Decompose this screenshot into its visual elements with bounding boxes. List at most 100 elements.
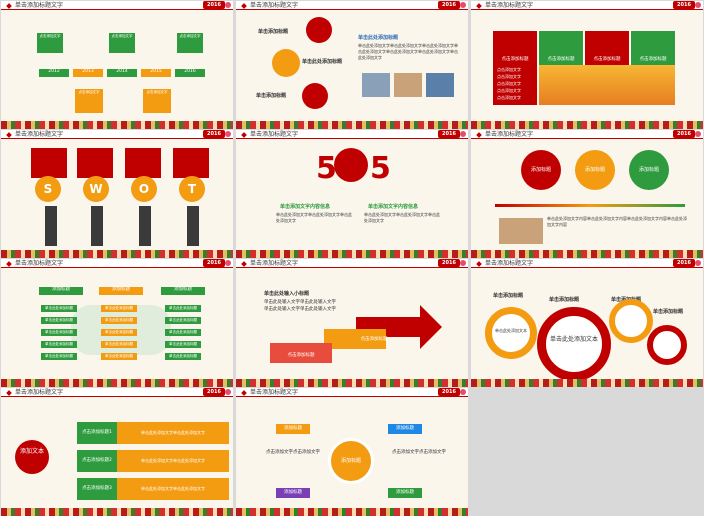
slide-title: 单击添加标题文字 (250, 389, 299, 396)
gear-icon (647, 325, 687, 365)
slide-title: 单击添加标题文字 (485, 2, 534, 9)
photo (394, 73, 422, 97)
circle-label: 添加标题 (575, 150, 615, 190)
slide-title: 单击添加标题文字 (485, 260, 534, 267)
cell: 单击此处添加标题 (41, 341, 77, 348)
slide-4[interactable]: 单击添加标题文字 2016 S W O T (1, 130, 233, 258)
big-number: 5 (316, 151, 337, 186)
body-text: 单击此处添加文字单击此处添加文字单击此处添加文字 (364, 212, 440, 223)
team-label: 点击添加标题 (501, 57, 529, 62)
circle-label: 添加标题 (521, 150, 561, 190)
team-label: 点击添加标题 (593, 57, 621, 62)
slide-title: 单击添加标题文字 (15, 2, 64, 9)
note-box: 点击添加文字 (109, 33, 135, 53)
step-label: 点击添加标题 (287, 353, 315, 358)
year-badge: 2016 (438, 130, 466, 138)
subtitle: 单击此处输入小标题 (264, 291, 310, 297)
photo (499, 218, 543, 244)
team-label: 点击添加标题 (547, 57, 575, 62)
swot-letter: O (131, 176, 157, 202)
cell: 单击此处添加标题 (165, 305, 201, 312)
body-text: 单击此处添加文字内容单击此处添加文字内容单击此处添加文字内容单击此处添加文字内容 (547, 216, 687, 227)
note-box: 点击添加文字 (75, 89, 103, 113)
arrow-line: 单击此处输入文字单击此处输入文字 (264, 300, 336, 305)
gear-icon (609, 299, 653, 343)
slide-3[interactable]: 单击添加标题文字 2016 点击添加标题 点击添加标题 点击添加标题 点击添加标… (471, 1, 703, 129)
note-box: 点击添加文字 (143, 89, 171, 113)
year-badge: 2016 (438, 1, 466, 9)
figure (91, 206, 103, 246)
slide-title: 单击添加标题文字 (250, 131, 299, 138)
list-item-title: 点击添加标题3 (77, 478, 117, 500)
timeline-year: 2015 (141, 69, 171, 77)
figure (139, 206, 151, 246)
team-line: 点击添加文字 (497, 74, 521, 79)
cell: 单击此处添加标题 (165, 353, 201, 360)
slide-title: 单击添加标题文字 (15, 131, 64, 138)
chart-icon (302, 83, 328, 109)
hub-tag: 添加标题 (276, 424, 310, 434)
right-title: 单击添加文字内容信息 (368, 204, 419, 210)
slide-title: 单击添加标题文字 (15, 260, 64, 267)
year-badge: 2016 (203, 259, 231, 267)
team-line: 点击添加文字 (497, 81, 521, 86)
year-badge: 2016 (203, 1, 231, 9)
gear-label: 单击添加标题 (493, 293, 524, 299)
slide-6[interactable]: 单击添加标题文字 2016 添加标题 添加标题 添加标题 单击此处添加文字内容单… (471, 130, 703, 258)
slide-title: 单击添加标题文字 (485, 131, 534, 138)
team-line: 点击添加文字 (497, 67, 521, 72)
left-title: 单击添加文字内容信息 (280, 204, 331, 210)
slide-2[interactable]: 单击添加标题文字 2016 单击添加标题 单击此处添加标题 单击添加标题 单击此… (236, 1, 468, 129)
hub-left-text: 点击添加文字点击添加文字 (266, 450, 320, 455)
gear-label: 单击添加标题 (653, 309, 684, 315)
hub-center: 添加标题 (328, 438, 374, 484)
note-box: 点击添加文字 (37, 33, 63, 53)
list-item-title: 点击添加标题1 (77, 422, 117, 444)
year-badge: 2016 (673, 130, 701, 138)
timeline-year: 2013 (73, 69, 103, 77)
slide-11[interactable]: 单击添加标题文字 2016 添加标题 添加标题 添加标题 添加标题 添加标题 点… (236, 388, 468, 516)
right-title: 单击此处添加标题 (358, 35, 399, 41)
heading: 单击添加标题 (256, 93, 287, 99)
figure (187, 206, 199, 246)
photo (426, 73, 454, 97)
cell: 单击此处添加标题 (41, 305, 77, 312)
slide-title: 单击添加标题文字 (250, 2, 299, 9)
step-label: 点击添加标题 (360, 337, 388, 342)
slide-title: 单击添加标题文字 (250, 260, 299, 267)
timeline-year: 2014 (107, 69, 137, 77)
heading: 单击此处添加标题 (302, 59, 343, 65)
cell: 单击此处添加标题 (41, 353, 77, 360)
body-text: 单击此处添加文字单击此处添加文字单击此处添加文字 (276, 212, 352, 223)
gear-label: 单击添加标题 (549, 297, 580, 303)
column-header: 添加标题 (99, 287, 143, 295)
swot-letter: W (83, 176, 109, 202)
cell: 单击此处添加标题 (101, 305, 137, 312)
slide-5[interactable]: 单击添加标题文字 2016 5 5 单击添加文字内容信息 单击添加文字内容信息 … (236, 130, 468, 258)
slide-8[interactable]: 单击添加标题文字 2016 单击此处输入小标题 单击此处输入文字单击此处输入文字… (236, 259, 468, 387)
hub-tag: 添加标题 (276, 488, 310, 498)
note-box: 点击添加文字 (177, 33, 203, 53)
body-text: 单击此处添加文字单击此处添加文字单击此处添加文字单击此处添加文字单击此处添加文字… (358, 43, 458, 60)
cell: 单击此处添加标题 (101, 353, 137, 360)
team-line: 点击添加文字 (497, 95, 521, 100)
cell: 单击此处添加标题 (101, 341, 137, 348)
year-badge: 2016 (673, 1, 701, 9)
growth-icon (334, 148, 368, 182)
photo (362, 73, 390, 97)
slide-1[interactable]: 单击添加标题文字 2016 点击添加文字 点击添加文字 点击添加文字 2012 … (1, 1, 233, 129)
slide-9[interactable]: 单击添加标题文字 2016 单击添加标题 单击添加标题 单击添加标题 单击添加标… (471, 259, 703, 387)
list-item-desc: 单击此处添加文字单击此处添加文字 (117, 422, 229, 444)
figure (45, 206, 57, 246)
heading: 单击添加标题 (258, 29, 289, 35)
slide-10[interactable]: 单击添加标题文字 2016 添加文本 点击添加标题1 单击此处添加文字单击此处添… (1, 388, 233, 516)
year-badge: 2016 (203, 130, 231, 138)
column-header: 添加标题 (161, 287, 205, 295)
list-item-desc: 单击此处添加文字单击此处添加文字 (117, 450, 229, 472)
timeline-year: 2016 (175, 69, 205, 77)
swot-letter: S (35, 176, 61, 202)
hub-right-text: 点击添加文字点击添加文字 (392, 450, 446, 455)
slide-7[interactable]: 单击添加标题文字 2016 添加标题 添加标题 添加标题 单击此处添加标题 单击… (1, 259, 233, 387)
year-badge: 2016 (438, 259, 466, 267)
